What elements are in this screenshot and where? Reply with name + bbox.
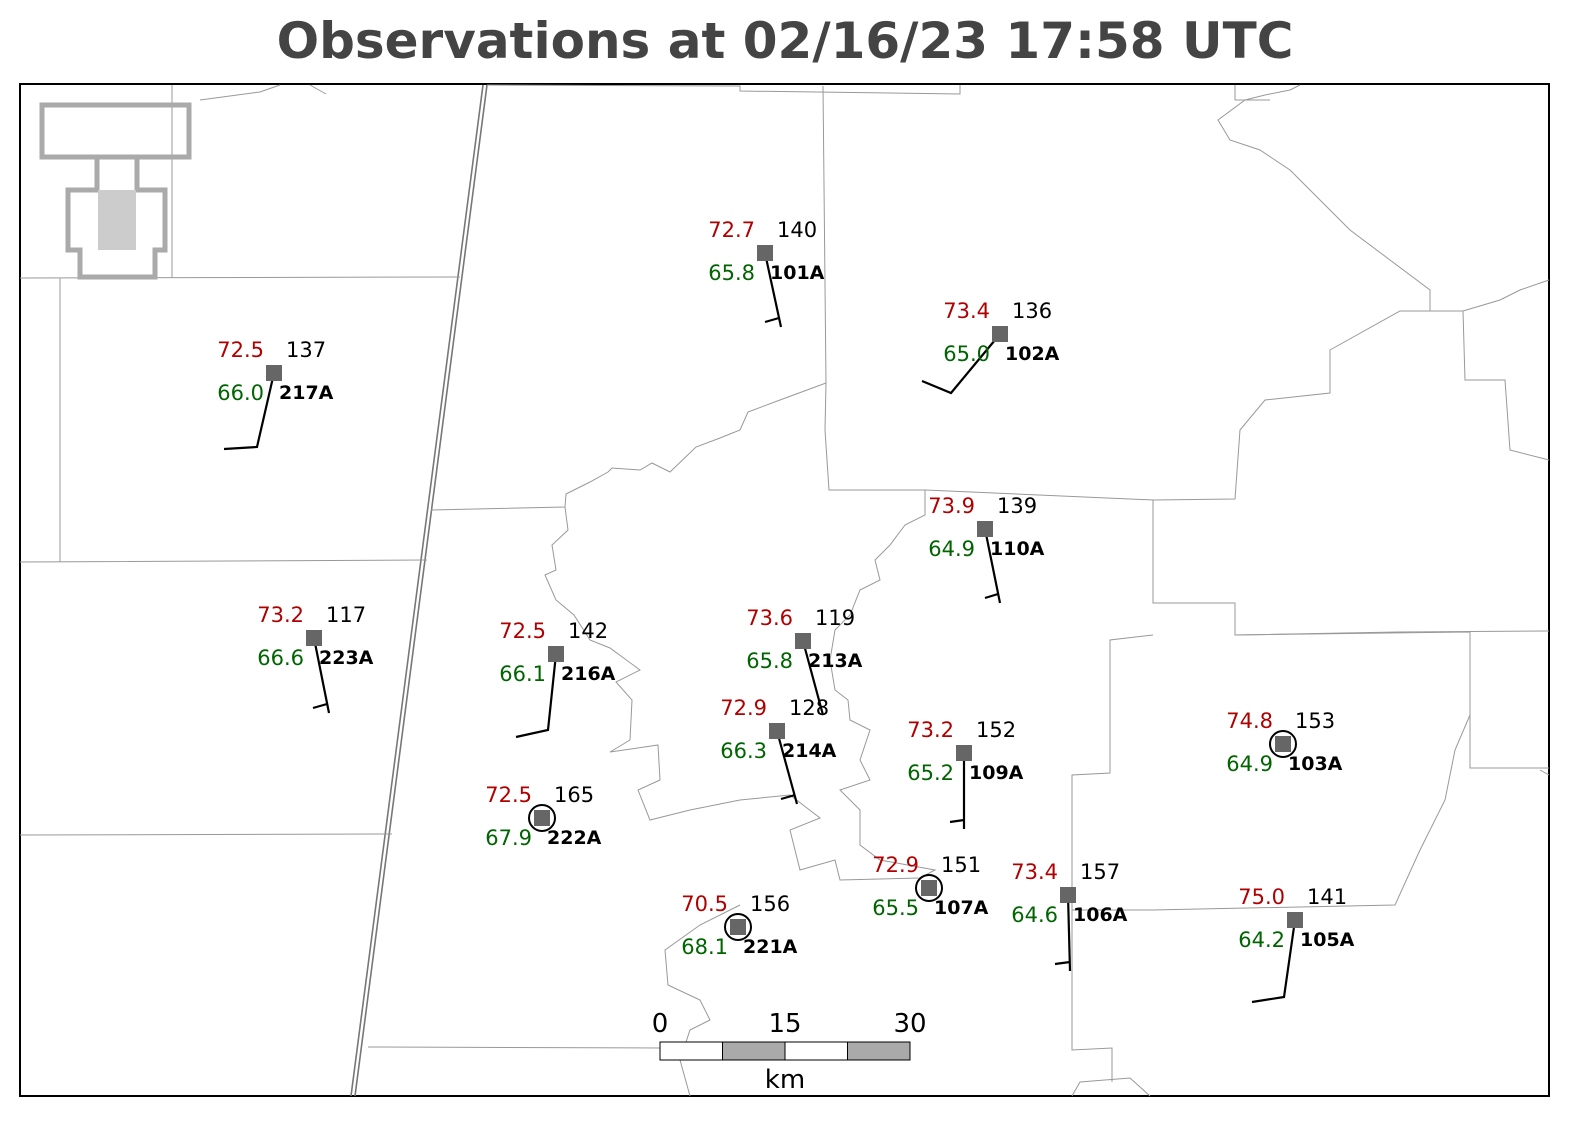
scale-unit: km [765, 1065, 805, 1095]
dewpoint: 65.8 [746, 649, 793, 673]
pressure: 117 [326, 603, 366, 627]
temperature: 73.2 [907, 718, 954, 742]
scale-label: 30 [893, 1009, 926, 1039]
station-id: 105A [1300, 929, 1355, 951]
dewpoint: 65.2 [907, 761, 954, 785]
station-marker [1275, 736, 1291, 752]
wind-barb [312, 637, 331, 714]
scale-label: 15 [768, 1009, 801, 1039]
temperature: 72.9 [872, 853, 919, 877]
pressure: 136 [1012, 299, 1052, 323]
dewpoint: 66.1 [499, 662, 546, 686]
temperature: 72.9 [720, 696, 767, 720]
dewpoint: 65.5 [872, 896, 919, 920]
station-marker [921, 880, 937, 896]
station-marker [306, 630, 322, 646]
dewpoint: 64.6 [1011, 903, 1058, 927]
temperature: 75.0 [1238, 885, 1285, 909]
dewpoint: 65.0 [943, 342, 990, 366]
station-marker [992, 326, 1008, 342]
temperature: 73.2 [257, 603, 304, 627]
station-id: 107A [934, 897, 989, 919]
station-plots: 72.7 140 65.8 101A 73.4 136 65.0 102A 72.5 137 66.… [217, 218, 1355, 1004]
calm-circle [528, 804, 556, 832]
station-marker [266, 365, 282, 381]
dewpoint: 64.9 [928, 537, 975, 561]
pressure: 141 [1307, 885, 1347, 909]
pressure: 142 [568, 619, 608, 643]
station-id: 109A [969, 762, 1024, 784]
station-marker [769, 723, 785, 739]
dewpoint: 64.2 [1238, 928, 1285, 952]
pressure: 139 [997, 494, 1037, 518]
temperature: 72.5 [485, 783, 532, 807]
station-marker [795, 633, 811, 649]
dewpoint: 65.8 [708, 261, 755, 285]
station-id: 106A [1073, 904, 1128, 926]
scale-bar: 0 15 30 km [652, 1009, 927, 1095]
wind-barb [763, 252, 783, 328]
station-marker [1060, 887, 1076, 903]
calm-circle [1269, 730, 1297, 758]
station-marker [730, 919, 746, 935]
station-id: 221A [743, 936, 798, 958]
logo [39, 102, 192, 280]
temperature: 73.4 [943, 299, 990, 323]
station-marker [548, 646, 564, 662]
dewpoint: 66.6 [257, 646, 304, 670]
wind-barb [949, 753, 966, 829]
pressure: 152 [976, 718, 1016, 742]
dewpoint: 67.9 [485, 826, 532, 850]
temperature: 70.5 [681, 892, 728, 916]
pressure: 119 [815, 606, 855, 630]
station-marker [1287, 912, 1303, 928]
pressure: 156 [750, 892, 790, 916]
pressure: 165 [554, 783, 594, 807]
station-id: 110A [990, 538, 1045, 560]
station-id: 222A [547, 827, 602, 849]
station-id: 214A [782, 740, 837, 762]
wind-barb [775, 730, 799, 805]
pressure: 140 [777, 218, 817, 242]
pressure: 137 [286, 338, 326, 362]
temperature: 72.5 [217, 338, 264, 362]
temperature: 73.4 [1011, 860, 1058, 884]
wind-barb [921, 333, 1001, 395]
station-id: 217A [279, 382, 334, 404]
temperature: 72.5 [499, 619, 546, 643]
dewpoint: 64.9 [1226, 752, 1273, 776]
pressure: 128 [789, 696, 829, 720]
pressure: 151 [941, 853, 981, 877]
station-id: 216A [561, 663, 616, 685]
wind-barb [515, 653, 558, 739]
title: Observations at 02/16/23 17:58 UTC [277, 12, 1294, 70]
station-id: 103A [1288, 753, 1343, 775]
wind-barb [1054, 894, 1072, 972]
wind-barb [801, 640, 825, 716]
wind-barb [983, 528, 1002, 604]
scale-label: 0 [652, 1009, 669, 1039]
station-marker [956, 745, 972, 761]
calm-circle [915, 874, 943, 902]
temperature: 74.8 [1226, 709, 1273, 733]
wind-barb [223, 372, 276, 451]
temperature: 72.7 [708, 218, 755, 242]
station-id: 213A [808, 650, 863, 672]
station-marker [977, 521, 993, 537]
pressure: 157 [1080, 860, 1120, 884]
dewpoint: 68.1 [681, 935, 728, 959]
dewpoint: 66.0 [217, 381, 264, 405]
pressure: 153 [1295, 709, 1335, 733]
temperature: 73.9 [928, 494, 975, 518]
station-marker [757, 245, 773, 261]
dewpoint: 66.3 [720, 739, 767, 763]
station-id: 102A [1005, 343, 1060, 365]
station-id: 223A [319, 647, 374, 669]
calm-circle [724, 913, 752, 941]
station-id: 101A [770, 262, 825, 284]
temperature: 73.6 [746, 606, 793, 630]
station-marker [534, 810, 550, 826]
wind-barb [1251, 919, 1297, 1004]
